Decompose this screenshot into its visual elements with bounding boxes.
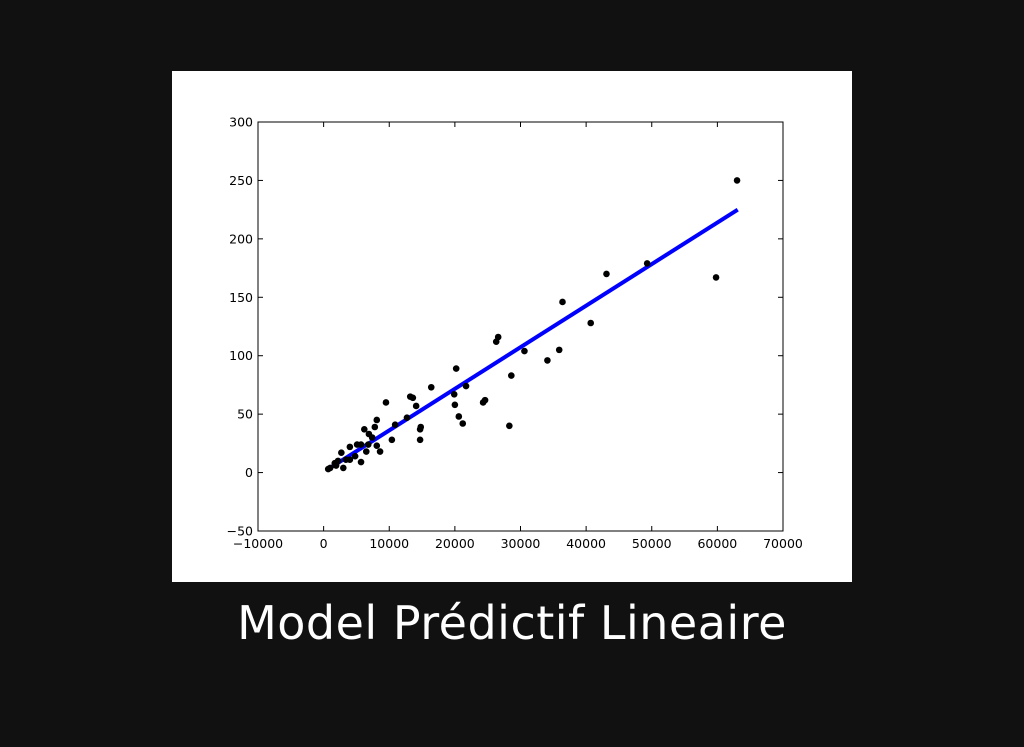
x-tick-label: 20000 [435, 536, 475, 551]
data-point [357, 458, 365, 466]
y-tick-label: 200 [229, 231, 253, 246]
y-tick-label: 150 [229, 290, 253, 305]
data-point [455, 413, 463, 420]
data-point [412, 402, 420, 410]
y-tick-label: −50 [227, 524, 253, 539]
x-tick-label: 0 [320, 536, 328, 551]
data-point [371, 423, 379, 431]
data-point [388, 436, 396, 444]
data-point [603, 270, 610, 278]
data-point [403, 414, 411, 421]
x-tick-label: 60000 [697, 536, 737, 551]
data-point [452, 365, 460, 372]
data-point [365, 430, 373, 438]
data-point [450, 390, 458, 398]
slide-title: Model Prédictif Lineaire [237, 596, 787, 650]
data-point [391, 421, 399, 428]
data-point [462, 382, 470, 390]
data-point [373, 416, 381, 424]
data-point [416, 436, 424, 444]
data-point [459, 420, 467, 427]
data-point [409, 394, 417, 402]
data-point [712, 274, 720, 281]
chart-panel: −10000 0 10000 20000 30000 40000 50000 60000 700… [172, 71, 852, 582]
regression-line [327, 207, 739, 471]
x-tick-label: 30000 [501, 536, 541, 551]
data-point [346, 443, 354, 451]
y-tick-label: 50 [237, 407, 253, 422]
data-point [559, 298, 566, 306]
data-point [364, 441, 372, 448]
data-point [451, 401, 459, 409]
plot-frame [257, 121, 784, 532]
data-point [479, 399, 487, 406]
data-point [331, 459, 339, 467]
x-tick-label: 10000 [369, 536, 409, 551]
data-point [427, 383, 435, 391]
x-tick-label: 70000 [763, 536, 803, 551]
data-point [733, 177, 741, 184]
data-point [508, 372, 515, 379]
scatter-chart: −10000 0 10000 20000 30000 40000 50000 60000 700… [227, 115, 803, 552]
data-point [362, 448, 370, 455]
data-point [544, 357, 551, 364]
y-tick-label: 300 [229, 115, 253, 130]
data-point [417, 423, 425, 431]
data-point [361, 426, 368, 433]
y-tick-label: 0 [245, 465, 253, 480]
data-point [376, 448, 384, 455]
data-point [382, 399, 390, 406]
data-point [353, 441, 361, 448]
y-tick-label: 100 [229, 348, 253, 363]
data-point [555, 346, 563, 354]
data-point [587, 319, 595, 327]
data-point [506, 422, 513, 430]
data-point [351, 452, 359, 460]
data-point [346, 456, 354, 464]
data-point [340, 464, 347, 472]
x-tick-label: 50000 [632, 536, 672, 551]
data-point [643, 260, 651, 267]
data-point [324, 465, 332, 473]
x-tick-label: −10000 [233, 536, 283, 551]
y-tick-label: 250 [229, 173, 253, 188]
data-point [492, 338, 500, 345]
x-tick-label: 40000 [566, 536, 606, 551]
data-point [521, 347, 528, 355]
data-point [338, 449, 345, 457]
data-point [373, 442, 381, 449]
